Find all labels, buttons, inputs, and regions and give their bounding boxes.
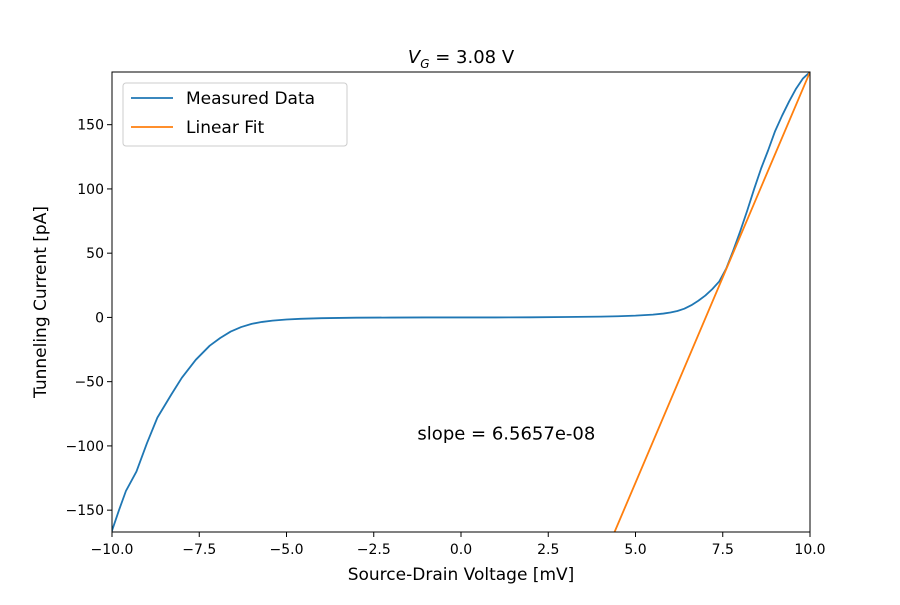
annotation-layer: slope = 6.5657e-08: [417, 423, 595, 444]
y-axis-label: Tunneling Current [pA]: [31, 206, 51, 399]
y-tick-label: 0: [95, 310, 104, 326]
y-tick-label: −50: [74, 375, 104, 391]
title-subscript: G: [420, 57, 429, 71]
title-prefix: V: [408, 47, 422, 68]
x-tick-label: −5.0: [270, 542, 304, 558]
title-suffix: = 3.08 V: [430, 47, 515, 68]
x-tick-label: 10.0: [794, 542, 825, 558]
x-tick-label: −10.0: [91, 542, 134, 558]
x-tick-label: 5.0: [624, 542, 646, 558]
x-tick-label: −2.5: [357, 542, 391, 558]
legend-box: [122, 82, 348, 147]
slope-annotation: slope = 6.5657e-08: [417, 423, 595, 444]
y-tick-label: 50: [86, 246, 104, 262]
legend: Measured Data Linear Fit: [122, 82, 348, 147]
y-tick-label: −100: [66, 439, 104, 455]
y-axis-ticks: −150 −100 −50 0 50 100 150: [66, 118, 112, 519]
x-axis-ticks: −10.0 −7.5 −5.0 −2.5 0.0 2.5 5.0 7.5 10.0: [91, 532, 826, 558]
legend-label: Measured Data: [186, 89, 315, 109]
chart-title: VG = 3.08 V: [408, 47, 515, 71]
x-tick-label: 0.0: [450, 542, 472, 558]
series-layer: [112, 72, 810, 532]
x-tick-label: 7.5: [712, 542, 734, 558]
legend-label: Linear Fit: [186, 118, 265, 138]
x-axis-label: Source-Drain Voltage [mV]: [348, 565, 575, 585]
y-tick-label: 100: [77, 182, 104, 198]
y-tick-label: 150: [77, 118, 104, 134]
series-line-measured-data: [112, 72, 810, 532]
x-tick-label: 2.5: [537, 542, 559, 558]
y-tick-label: −150: [66, 503, 104, 519]
series-line-linear-fit: [613, 72, 810, 532]
legend-entries: Measured Data Linear Fit: [131, 89, 315, 138]
x-tick-label: −7.5: [182, 542, 216, 558]
